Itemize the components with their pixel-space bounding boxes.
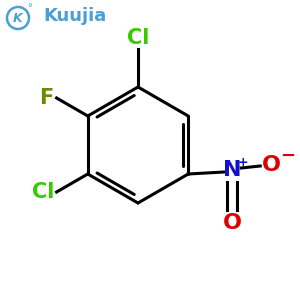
Text: Cl: Cl	[32, 182, 55, 202]
Text: Kuujia: Kuujia	[44, 7, 106, 25]
Text: +: +	[238, 155, 248, 169]
Text: F: F	[40, 88, 54, 108]
Text: K: K	[13, 11, 23, 25]
Text: Cl: Cl	[127, 28, 149, 48]
Text: O: O	[223, 213, 242, 233]
Text: °: °	[28, 3, 32, 13]
Text: −: −	[280, 147, 295, 165]
Text: O: O	[262, 155, 281, 175]
Text: N: N	[223, 160, 242, 180]
